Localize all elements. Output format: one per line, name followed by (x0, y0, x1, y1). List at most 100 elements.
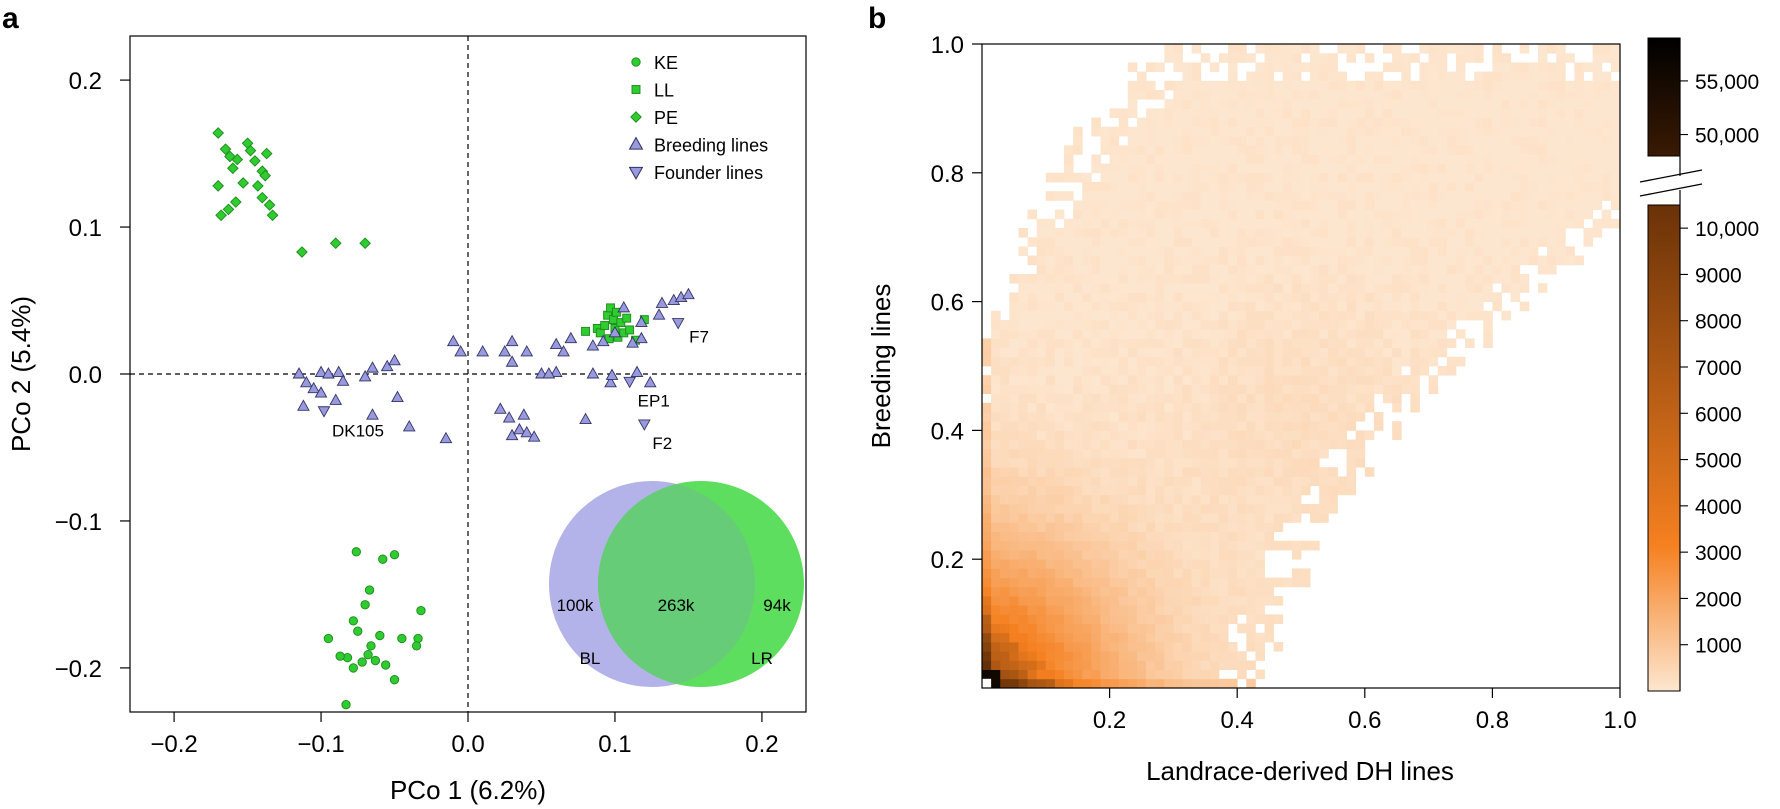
heatmap-cell (1164, 347, 1174, 358)
heatmap-cell (1610, 108, 1621, 118)
heatmap-cell (1346, 264, 1357, 275)
heatmap-cell (1164, 458, 1174, 468)
heatmap-cell (1054, 283, 1065, 293)
x-tick-label: 0.0 (451, 731, 484, 758)
heatmap-cell (1127, 182, 1138, 192)
heatmap-cell (1036, 421, 1047, 431)
heatmap-cell (991, 448, 1001, 459)
heatmap-cell (1601, 172, 1612, 183)
heatmap-cell (1082, 191, 1092, 201)
heatmap-cell (1082, 568, 1092, 578)
heatmap-cell (1355, 108, 1366, 118)
heatmap-cell (1519, 228, 1530, 238)
heatmap-cell (1082, 274, 1092, 284)
heatmap-cell (1118, 402, 1129, 413)
heatmap-cell (1364, 283, 1375, 293)
heatmap-cell (1519, 71, 1530, 82)
heatmap-cell (1328, 375, 1338, 385)
pe-point (224, 150, 236, 163)
heatmap-cell (1118, 412, 1129, 422)
heatmap-cell (1383, 356, 1393, 367)
heatmap-cell (1264, 283, 1275, 293)
heatmap-cell (1146, 90, 1156, 100)
heatmap-cell (1054, 494, 1065, 505)
heatmap-cell (1364, 320, 1375, 330)
heatmap-cell (1082, 209, 1092, 220)
heatmap-cell (1209, 384, 1220, 394)
heatmap-cell (1182, 485, 1193, 496)
heatmap-cell (1100, 651, 1110, 661)
heatmap-cell (1610, 136, 1621, 146)
heatmap-cell (1109, 356, 1120, 367)
x-axis-label: Landrace-derived DH lines (1146, 756, 1454, 786)
heatmap-cell (1136, 494, 1147, 505)
heatmap-cell (1519, 90, 1530, 100)
heatmap-cell (1301, 292, 1311, 302)
heatmap-cell (1556, 228, 1566, 238)
heatmap-cell (1091, 660, 1101, 670)
heatmap-cell (1182, 439, 1193, 450)
heatmap-cell (1291, 292, 1302, 302)
heatmap-cell (1310, 439, 1320, 450)
heatmap-cell (1237, 117, 1247, 128)
heatmap-cell (1146, 393, 1156, 404)
heatmap-cell (1237, 246, 1247, 256)
heatmap-cell (1018, 559, 1028, 569)
heatmap-cell (991, 632, 1001, 643)
heatmap-cell (1073, 347, 1083, 358)
heatmap-cell (1583, 117, 1594, 128)
heatmap-cell (1519, 117, 1530, 128)
heatmap-cell (1373, 264, 1384, 275)
heatmap-cell (1045, 439, 1056, 450)
heatmap-cell (1428, 292, 1439, 302)
heatmap-cell (1301, 439, 1311, 450)
heatmap-cell (1364, 172, 1375, 183)
heatmap-cell (1328, 145, 1338, 155)
heatmap-cell (1264, 99, 1275, 109)
heatmap-cell (1027, 338, 1038, 348)
heatmap-cell (1073, 448, 1083, 459)
heatmap-cell (1337, 99, 1347, 109)
heatmap-cell (1054, 439, 1065, 450)
heatmap-cell (1155, 660, 1165, 670)
heatmap-cell (1355, 136, 1366, 146)
heatmap-cell (1273, 172, 1284, 183)
heatmap-cell (1228, 577, 1238, 588)
heatmap-cell (1164, 191, 1174, 201)
heatmap-cell (1082, 669, 1092, 680)
heatmap-cell (1073, 375, 1083, 385)
heatmap-cell (1483, 283, 1493, 293)
heatmap-cell (1054, 301, 1065, 312)
colorbar-tick-label: 2000 (1695, 588, 1742, 611)
heatmap-cell (1045, 375, 1056, 385)
heatmap-cell (1337, 485, 1347, 496)
heatmap-cell (1009, 522, 1019, 532)
heatmap-cell (1465, 200, 1475, 210)
heatmap-cell (1191, 559, 1202, 569)
heatmap-cell (1200, 329, 1211, 339)
heatmap-cell (1291, 310, 1302, 321)
heatmap-cell (1346, 329, 1357, 339)
heatmap-cell (1474, 237, 1484, 247)
heatmap-cell (1364, 366, 1375, 376)
heatmap-cell (1246, 117, 1256, 128)
ll-point (600, 321, 610, 330)
heatmap-cell (1109, 522, 1120, 532)
heatmap-cell (1373, 320, 1384, 330)
heatmap-cell (1018, 669, 1028, 680)
heatmap-cell (1492, 191, 1502, 201)
heatmap-cell (1301, 62, 1311, 72)
heatmap-cell (1383, 274, 1393, 284)
heatmap-cell (1100, 200, 1110, 210)
pe-point (219, 143, 232, 155)
heatmap-cell (1455, 283, 1466, 293)
heatmap-cell (1246, 577, 1256, 588)
heatmap-cell (991, 540, 1001, 551)
heatmap-cell (1246, 623, 1256, 634)
heatmap-cell (1246, 375, 1256, 385)
heatmap-cell (1419, 136, 1429, 146)
heatmap-cell (1182, 540, 1193, 551)
heatmap-cell (1191, 669, 1202, 680)
heatmap-cell (1364, 136, 1375, 146)
heatmap-cell (1483, 182, 1493, 192)
